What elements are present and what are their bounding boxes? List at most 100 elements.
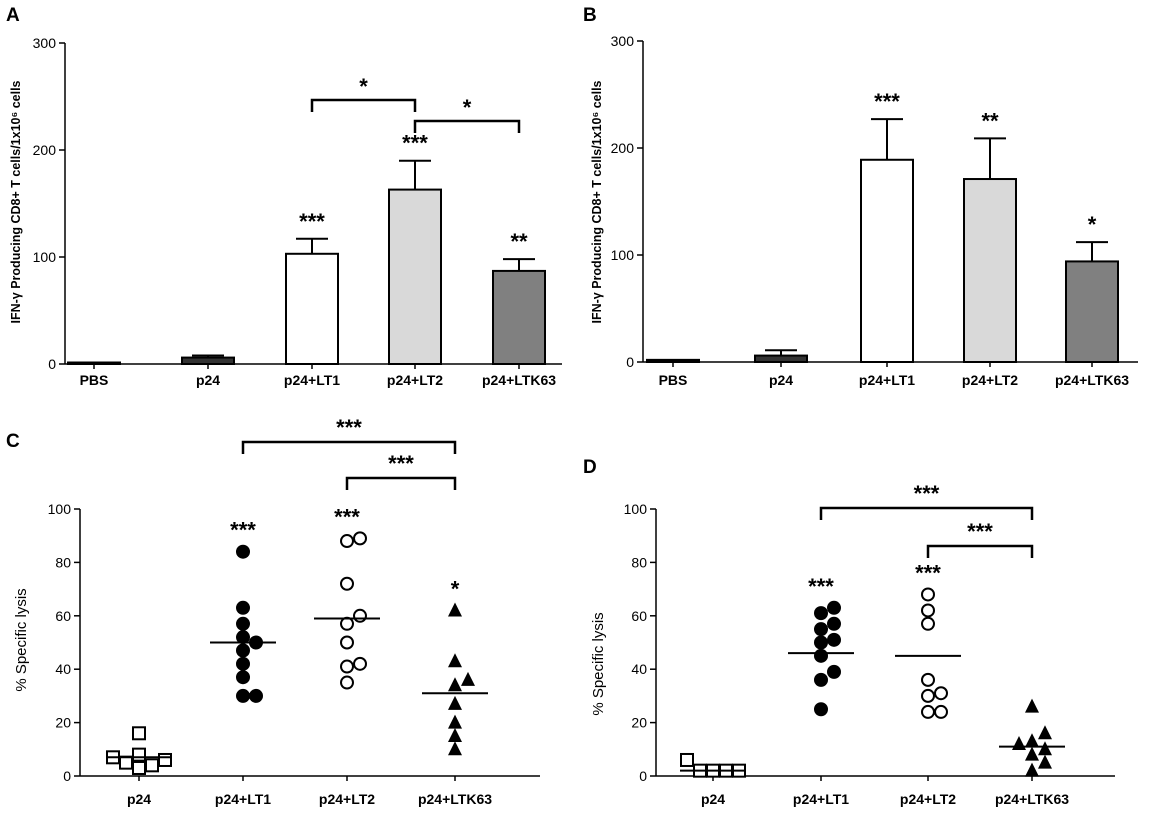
panel-c-point-open-circle xyxy=(353,656,367,671)
panel-c-point-filled-circle xyxy=(236,630,250,645)
panel-b-y-tick-label: 0 xyxy=(626,354,634,370)
panel-d-comparison-bracket xyxy=(819,506,1034,520)
panel-d-point-triangle xyxy=(1038,754,1052,769)
panel-d-significance-label: *** xyxy=(808,574,834,599)
panel-c-point-triangle xyxy=(448,677,462,692)
panel-c-point-square xyxy=(119,755,133,770)
panel-a-bar xyxy=(388,188,442,365)
panel-d-point-filled-circle xyxy=(827,600,841,615)
panel-d-point-square xyxy=(680,752,694,767)
panel-d-y-axis-label: % Specific lysis xyxy=(590,612,607,715)
panel-d-point-triangle xyxy=(1025,698,1039,713)
panel-c-point-open-circle xyxy=(340,659,354,674)
panel-d-point-open-circle xyxy=(921,616,935,631)
panel-a-comparison-bracket xyxy=(413,119,521,133)
panel-c-point-triangle xyxy=(448,653,462,668)
panel-a-category-label: p24+LT2 xyxy=(387,372,443,388)
panel-b-significance-label: ** xyxy=(981,108,999,133)
panel-a-significance-label: *** xyxy=(402,131,428,156)
panel-d-point-filled-circle xyxy=(827,632,841,647)
panel-a-significance-label: ** xyxy=(510,229,528,254)
panel-d-significance-label: *** xyxy=(915,560,941,585)
panel-d-y-tick-label: 60 xyxy=(631,608,647,624)
panel-d-letter: D xyxy=(583,457,597,478)
panel-b-y-tick-label: 100 xyxy=(611,247,635,263)
panel-b-category-label: p24+LT2 xyxy=(962,372,1018,388)
panel-a-comparison-label: * xyxy=(359,74,368,99)
panel-a-y-tick-label: 0 xyxy=(48,356,56,372)
panel-c-significance-label: * xyxy=(451,576,460,601)
panel-c-point-triangle xyxy=(448,727,462,742)
panel-d-comparison-label: *** xyxy=(914,481,940,506)
panel-d-y-tick-label: 80 xyxy=(631,554,647,570)
panel-c-category-label: p24 xyxy=(127,791,151,807)
panel-d-category-label: p24+LT2 xyxy=(900,791,956,807)
panel-d-point-filled-circle xyxy=(814,606,828,621)
panel-a-bar xyxy=(181,356,235,365)
panel-c-point-triangle xyxy=(461,671,475,686)
panel-c-y-tick-label: 60 xyxy=(55,608,71,624)
panel-c-point-triangle xyxy=(448,741,462,756)
panel-a-y-axis-label: IFN-γ Producing CD8+ T cells/1x10⁶ cells xyxy=(9,80,23,323)
panel-b-y-tick-label: 200 xyxy=(611,140,635,156)
panel-c-y-tick-label: 0 xyxy=(63,768,71,784)
panel-c-category-label: p24+LT2 xyxy=(319,791,375,807)
panel-c-point-filled-circle xyxy=(236,600,250,615)
panel-b-significance-label: *** xyxy=(874,89,900,114)
panel-a-comparison-bracket xyxy=(310,98,417,112)
panel-c-comparison-label: *** xyxy=(336,415,362,440)
panel-a-y-tick-label: 300 xyxy=(33,35,57,51)
panel-a-category-label: p24+LTK63 xyxy=(482,372,556,388)
panel-d-comparison-label: *** xyxy=(967,519,993,544)
panel-d-point-triangle xyxy=(1012,735,1026,750)
panel-b-category-label: p24+LTK63 xyxy=(1055,372,1129,388)
panel-d-point-open-circle xyxy=(934,686,948,701)
panel-c-point-triangle xyxy=(448,602,462,617)
panel-c-comparison-label: *** xyxy=(388,451,414,476)
panel-c-comparison-bracket xyxy=(345,476,457,490)
panel-c-point-square xyxy=(132,726,146,741)
panel-c-point-open-circle xyxy=(340,635,354,650)
panel-b-bar xyxy=(860,158,914,363)
panel-d-point-filled-circle xyxy=(814,635,828,650)
panel-c-point-square xyxy=(145,758,159,773)
panel-d-point-filled-circle xyxy=(814,648,828,663)
panel-d-point-triangle xyxy=(1038,741,1052,756)
panel-c-point-square xyxy=(158,752,172,767)
panel-c-y-axis-label: % Specific lysis xyxy=(13,588,30,691)
panel-a-bar xyxy=(492,269,546,365)
panel-a-category-label: PBS xyxy=(80,372,109,388)
panel-a-category-label: p24+LT1 xyxy=(284,372,340,388)
panel-c-category-label: p24+LTK63 xyxy=(418,791,492,807)
panel-b-bar xyxy=(754,354,808,363)
panel-c-y-tick-label: 20 xyxy=(55,715,71,731)
panel-d-point-filled-circle xyxy=(814,622,828,637)
panel-d-comparison-bracket xyxy=(926,544,1034,558)
panel-c-category-label: p24+LT1 xyxy=(215,791,271,807)
panel-b-category-label: p24 xyxy=(769,372,793,388)
panel-a: A IFN-γ Producing CD8+ T cells/1x10⁶ cel… xyxy=(6,5,562,388)
panel-c-y-tick-label: 80 xyxy=(55,554,71,570)
panel-c: C % Specific lysis 0 20 40 60 80 100 p24 p24+LT… xyxy=(6,415,540,807)
panel-c-point-open-circle xyxy=(340,534,354,549)
panel-d-point-filled-circle xyxy=(827,664,841,679)
panel-c-significance-label: *** xyxy=(230,518,256,543)
panel-b-y-axis-label: IFN-γ Producing CD8+ T cells/1x10⁶ cells xyxy=(590,80,604,323)
panel-d-y-tick-label: 0 xyxy=(639,768,647,784)
panel-a-category-label: p24 xyxy=(196,372,220,388)
panel-c-significance-label: *** xyxy=(334,504,360,529)
panel-b-category-label: PBS xyxy=(659,372,688,388)
panel-b-bar xyxy=(1065,260,1119,364)
panel-c-point-square xyxy=(132,760,146,775)
panel-b: B IFN-γ Producing CD8+ T cells/1x10⁶ cel… xyxy=(583,5,1138,388)
panel-c-point-triangle xyxy=(448,695,462,710)
panel-d-category-label: p24+LT1 xyxy=(793,791,849,807)
panel-b-bar xyxy=(963,178,1017,363)
panel-a-bar xyxy=(285,252,339,365)
panel-c-point-filled-circle xyxy=(236,616,250,631)
panel-a-significance-label: *** xyxy=(299,209,325,234)
panel-c-point-triangle xyxy=(448,714,462,729)
panel-d-category-label: p24+LTK63 xyxy=(995,791,1069,807)
panel-d-point-triangle xyxy=(1025,746,1039,761)
panel-a-letter: A xyxy=(6,5,20,26)
